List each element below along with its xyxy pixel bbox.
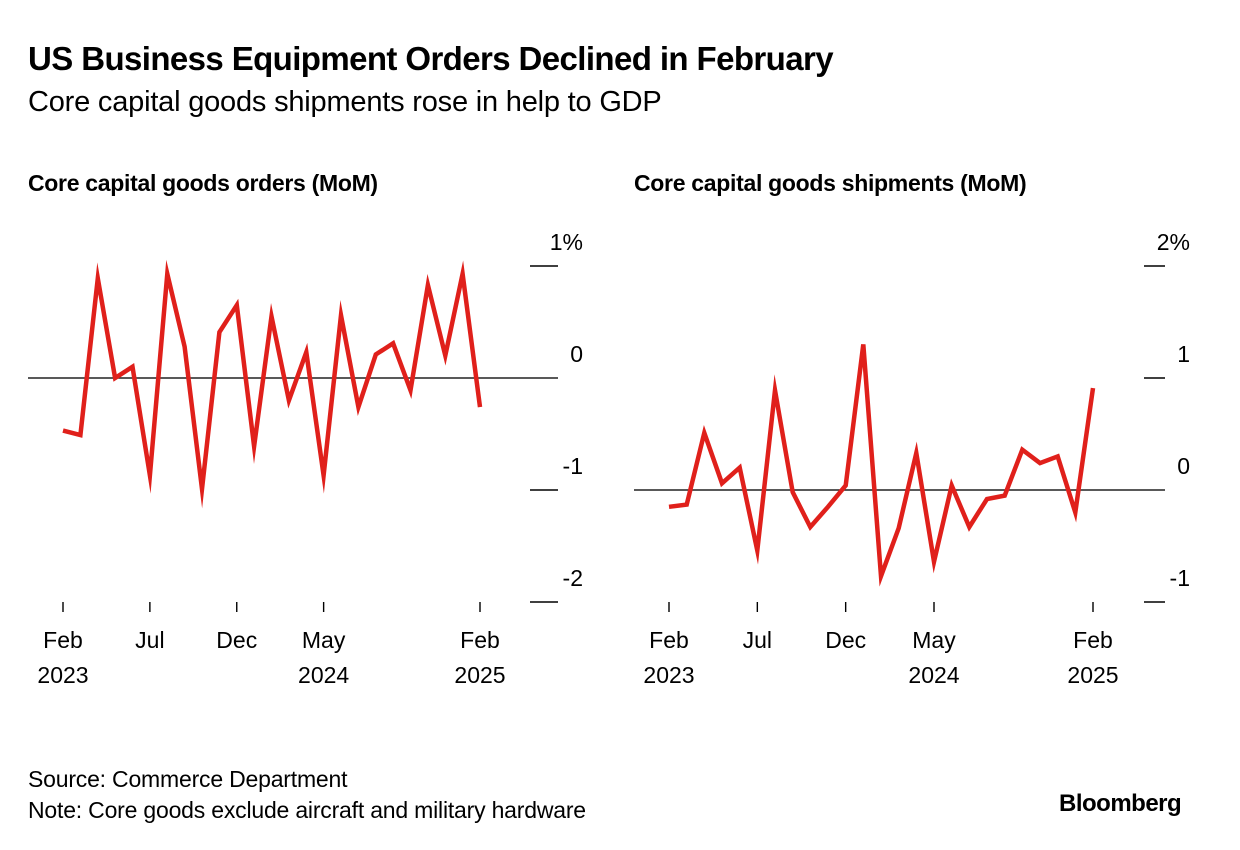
- x-tick-label: Jul: [135, 627, 164, 653]
- x-tick-year-label: 2025: [454, 662, 505, 688]
- y-tick-label: 1%: [550, 229, 583, 255]
- x-tick-label: Feb: [649, 627, 689, 653]
- shipments-chart: 2% 1 0 -1 Feb 2023 Jul Dec May 2024 Feb 2025: [634, 229, 1190, 688]
- y-tick-label: -2: [563, 565, 583, 591]
- x-tick-year-label: 2023: [37, 662, 88, 688]
- x-tick-label: May: [912, 627, 956, 653]
- y-tick-label: 1: [1177, 341, 1190, 367]
- series-line: [62, 259, 483, 509]
- chart-subtitle: Core capital goods shipments rose in hel…: [28, 86, 662, 118]
- orders-panel-title: Core capital goods orders (MoM): [28, 170, 378, 196]
- chart-title: US Business Equipment Orders Declined in…: [28, 40, 834, 77]
- bloomberg-logo: Bloomberg: [1059, 790, 1182, 817]
- x-tick-label: Dec: [825, 627, 866, 653]
- orders-chart: 1% 0 -1 -2 Feb 2023 Jul Dec May 2024 Feb 2025: [28, 229, 583, 688]
- shipments-panel-title: Core capital goods shipments (MoM): [634, 170, 1027, 196]
- y-tick-label: 0: [570, 341, 583, 367]
- x-tick-label: Dec: [216, 627, 257, 653]
- x-tick-label: Jul: [743, 627, 772, 653]
- y-tick-label: 2%: [1157, 229, 1190, 255]
- x-tick-year-label: 2025: [1067, 662, 1118, 688]
- x-tick-year-label: 2024: [298, 662, 349, 688]
- series-line: [668, 344, 1096, 587]
- x-tick-year-label: 2023: [643, 662, 694, 688]
- x-tick-label: Feb: [43, 627, 83, 653]
- x-tick-year-label: 2024: [908, 662, 959, 688]
- footnote: Note: Core goods exclude aircraft and mi…: [28, 797, 586, 823]
- x-tick-label: Feb: [1073, 627, 1113, 653]
- y-tick-label: -1: [563, 453, 583, 479]
- x-tick-label: Feb: [460, 627, 500, 653]
- source-note: Source: Commerce Department: [28, 766, 348, 792]
- y-tick-label: -1: [1170, 565, 1190, 591]
- x-tick-label: May: [302, 627, 346, 653]
- y-tick-label: 0: [1177, 453, 1190, 479]
